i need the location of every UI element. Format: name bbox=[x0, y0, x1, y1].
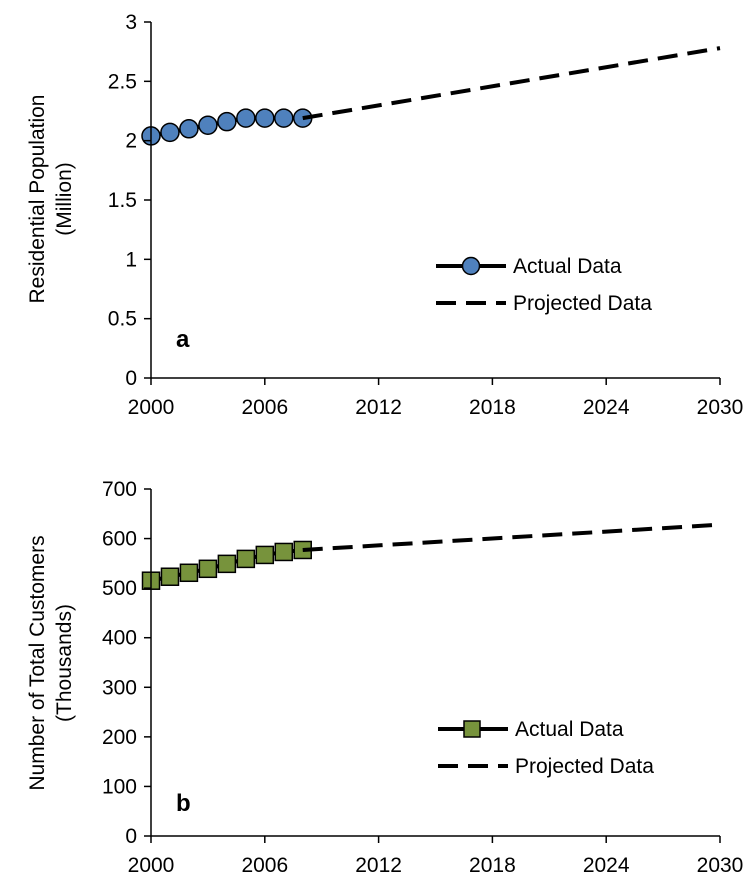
panel-b-y-tick-label: 600 bbox=[102, 528, 137, 551]
panel-a-x-tick-label: 2012 bbox=[355, 396, 402, 419]
panel-b-y-tick-label: 100 bbox=[102, 775, 137, 798]
panel-a-y-tick-label: 1.5 bbox=[108, 189, 137, 212]
panel-b-label: b bbox=[176, 790, 191, 817]
panel-b-y-tick-label: 200 bbox=[102, 726, 137, 749]
panel-a-x-tick-label: 2000 bbox=[128, 396, 175, 419]
panel-a-data-point bbox=[236, 108, 256, 128]
panel-b-x-tick-label: 2000 bbox=[128, 854, 175, 877]
panel-b-y-axis-title: Number of Total Customers (Thousands) bbox=[26, 535, 76, 790]
panel-b-y-tick-label: 300 bbox=[102, 676, 137, 699]
panel-a-data-point bbox=[198, 115, 218, 135]
panel-a-y-tick-label: 0.5 bbox=[108, 308, 137, 331]
panel-b-legend-projected-label: Projected Data bbox=[515, 755, 654, 778]
panel-b-legend-actual-label: Actual Data bbox=[515, 718, 624, 741]
panel-a-legend-projected-label: Projected Data bbox=[513, 292, 652, 315]
panel-a-data-point bbox=[274, 108, 294, 128]
panel-a-legend-actual-marker bbox=[461, 256, 481, 276]
panel-a-y-tick-label: 1 bbox=[125, 248, 137, 271]
panel-a-y-tick-label: 2.5 bbox=[108, 70, 137, 93]
panel-b-marks bbox=[141, 522, 721, 590]
panel-b-data-point bbox=[179, 563, 199, 583]
panel-a-data-point bbox=[160, 122, 180, 143]
panel-a-marks bbox=[141, 46, 721, 146]
panel-a-data-point bbox=[179, 119, 199, 139]
panel-b-y-axis-label-unit: (Thousands) bbox=[53, 604, 76, 722]
panel-b-series-projected-line bbox=[302, 522, 721, 552]
panel-b-y-tick-label: 400 bbox=[102, 627, 137, 650]
panel-a-y-axis-label-unit: (Million) bbox=[53, 162, 76, 236]
panel-b-data-point bbox=[274, 542, 294, 562]
panel-a-ticks: 0 0.5 1 1.5 2 2.5 3 2000 2006 2012 2018 2024 2030 bbox=[108, 11, 744, 419]
panel-a-data-point bbox=[217, 111, 237, 132]
panel-b-x-tick-label: 2030 bbox=[697, 854, 744, 877]
panel-b-x-tick-label: 2006 bbox=[241, 854, 288, 877]
panel-a-x-tick-label: 2030 bbox=[697, 396, 744, 419]
panel-a-legend: Actual Data Projected Data bbox=[436, 255, 652, 315]
panel-b-y-tick-label: 0 bbox=[125, 825, 137, 848]
panel-b-data-point bbox=[217, 554, 237, 574]
panel-a-axes bbox=[150, 22, 720, 379]
panel-b-x-tick-label: 2024 bbox=[583, 854, 630, 877]
panel-b-legend-actual-marker bbox=[463, 720, 481, 738]
panel-a-y-axis-label: Residential Population bbox=[26, 95, 49, 304]
panel-b-legend: Actual Data Projected Data bbox=[438, 718, 654, 778]
panel-a-y-axis-title: Residential Population (Million) bbox=[26, 95, 76, 304]
panel-a-label: a bbox=[176, 326, 190, 353]
panel-a-y-tick-label: 2 bbox=[125, 130, 137, 153]
panel-b-data-point bbox=[160, 567, 180, 586]
panel-b-y-tick-label: 700 bbox=[102, 478, 137, 501]
panel-b-data-point bbox=[236, 549, 256, 569]
panel-a-x-tick-label: 2024 bbox=[583, 396, 630, 419]
panel-a-legend-actual-label: Actual Data bbox=[513, 255, 622, 278]
panel-b-axes bbox=[150, 489, 720, 837]
panel-b-x-tick-label: 2012 bbox=[355, 854, 402, 877]
panel-a-data-point bbox=[255, 108, 275, 128]
panel-b-y-tick-label: 500 bbox=[102, 577, 137, 600]
panel-b-data-point bbox=[255, 545, 275, 565]
panel-a-series-projected-line bbox=[302, 46, 721, 121]
panel-a-y-tick-label: 3 bbox=[125, 11, 137, 34]
panel-a-x-tick-label: 2006 bbox=[241, 396, 288, 419]
panel-a-x-tick-label: 2018 bbox=[469, 396, 516, 419]
panel-b-data-point bbox=[198, 559, 218, 579]
chart-panel-a: 0 0.5 1 1.5 2 2.5 3 2000 2006 2012 2018 2024 2030 Re… bbox=[26, 11, 743, 419]
panel-a-y-tick-label: 0 bbox=[125, 367, 137, 390]
panel-b-x-tick-label: 2018 bbox=[469, 854, 516, 877]
panel-b-ticks: 0 100 200 300 400 500 600 700 2000 2006 2012 2018 20… bbox=[102, 478, 743, 877]
chart-panel-b: 0 100 200 300 400 500 600 700 2000 2006 2012 2018 20… bbox=[26, 478, 743, 877]
panel-b-y-axis-label: Number of Total Customers bbox=[26, 535, 49, 790]
